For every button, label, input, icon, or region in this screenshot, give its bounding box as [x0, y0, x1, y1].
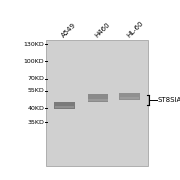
- FancyBboxPatch shape: [89, 98, 108, 101]
- Text: H460: H460: [94, 21, 111, 39]
- FancyBboxPatch shape: [120, 97, 139, 99]
- Text: ST8SIA4: ST8SIA4: [158, 97, 180, 103]
- FancyBboxPatch shape: [55, 106, 75, 108]
- Text: 70KD: 70KD: [27, 76, 44, 81]
- Text: 55KD: 55KD: [27, 88, 44, 93]
- Text: 130KD: 130KD: [23, 42, 44, 47]
- FancyBboxPatch shape: [119, 93, 140, 100]
- Text: 40KD: 40KD: [27, 105, 44, 111]
- FancyBboxPatch shape: [88, 94, 108, 102]
- Text: HL-60: HL-60: [125, 20, 144, 39]
- Text: 100KD: 100KD: [23, 59, 44, 64]
- Text: 35KD: 35KD: [27, 120, 44, 125]
- FancyBboxPatch shape: [54, 102, 75, 109]
- FancyBboxPatch shape: [46, 40, 148, 166]
- Text: A549: A549: [60, 22, 78, 39]
